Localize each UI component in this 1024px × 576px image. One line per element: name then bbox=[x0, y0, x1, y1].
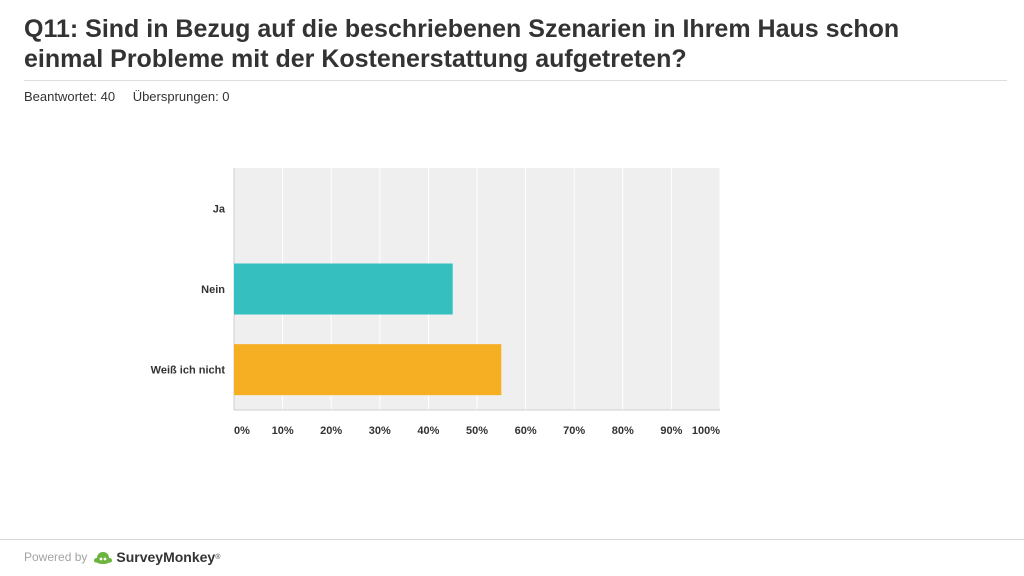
x-tick-label-1: 10% bbox=[272, 425, 294, 437]
question-title: Q11: Sind in Bezug auf die beschriebenen… bbox=[24, 15, 900, 73]
answered-count: Beantwortet: 40 bbox=[24, 89, 116, 104]
x-tick-label-8: 80% bbox=[612, 425, 634, 437]
category-label-2: Weiß ich nicht bbox=[151, 365, 226, 377]
bar-1 bbox=[234, 263, 453, 315]
powered-by-label: Powered by bbox=[24, 550, 88, 564]
x-tick-label-10: 100% bbox=[692, 425, 720, 437]
title-divider bbox=[24, 80, 1007, 81]
footer-divider bbox=[0, 539, 1024, 540]
x-tick-label-0: 0% bbox=[234, 425, 250, 437]
bar-chart: Ja Nein Weiß ich nicht 0% 10% 20% 30% 40% 50% 60%… bbox=[151, 168, 721, 437]
category-label-0: Ja bbox=[213, 203, 226, 215]
bar-2 bbox=[234, 344, 502, 396]
surveymonkey-wordmark: SurveyMonkey bbox=[116, 549, 216, 565]
response-stats: Beantwortet: 40 Übersprungen: 0 bbox=[24, 89, 244, 104]
x-tick-label-3: 30% bbox=[369, 425, 391, 437]
x-tick-label-4: 40% bbox=[417, 425, 439, 437]
surveymonkey-logo[interactable]: SurveyMonkey ® bbox=[93, 549, 220, 565]
x-tick-label-2: 20% bbox=[320, 425, 342, 437]
x-tick-label-9: 90% bbox=[660, 425, 682, 437]
x-tick-label-6: 60% bbox=[515, 425, 537, 437]
x-tick-label-7: 70% bbox=[563, 425, 585, 437]
footer: Powered by SurveyMonkey ® bbox=[24, 549, 220, 565]
x-tick-label-5: 50% bbox=[466, 425, 488, 437]
category-label-1: Nein bbox=[201, 284, 225, 296]
surveymonkey-monkey-icon bbox=[94, 552, 113, 564]
registered-mark: ® bbox=[215, 553, 221, 561]
skipped-count: Übersprungen: 0 bbox=[132, 89, 230, 104]
